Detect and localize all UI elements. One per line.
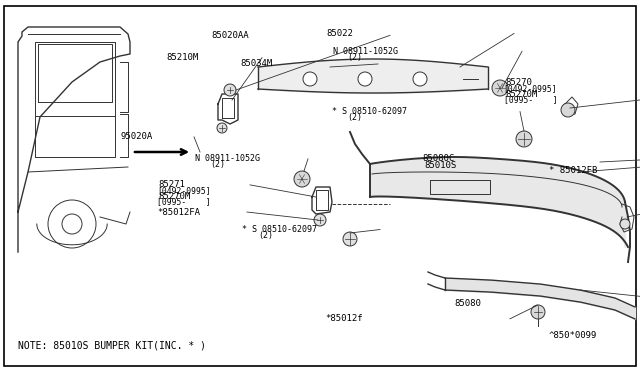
Circle shape	[531, 305, 545, 319]
Text: 85080: 85080	[454, 299, 481, 308]
Text: 85080C: 85080C	[422, 154, 454, 163]
Text: [0492-0995]: [0492-0995]	[504, 84, 557, 93]
Text: 85010S: 85010S	[424, 161, 456, 170]
Text: (2): (2)	[348, 113, 362, 122]
Circle shape	[303, 72, 317, 86]
Text: [0492-0995]: [0492-0995]	[157, 186, 211, 195]
Text: 85034M: 85034M	[240, 60, 272, 68]
Text: 95020A: 95020A	[120, 132, 152, 141]
Text: N 08911-1052G: N 08911-1052G	[195, 154, 260, 163]
Circle shape	[343, 232, 357, 246]
Text: ^850*0099: ^850*0099	[549, 331, 598, 340]
Text: *85012f: *85012f	[325, 314, 363, 323]
Text: *85012FA: *85012FA	[157, 208, 200, 217]
Text: N 08911-1052G: N 08911-1052G	[333, 47, 398, 56]
Text: 85270: 85270	[506, 78, 532, 87]
Text: (2): (2)	[210, 160, 225, 169]
Text: (2): (2)	[258, 231, 273, 240]
Circle shape	[516, 131, 532, 147]
Text: 85270M: 85270M	[506, 90, 538, 99]
Circle shape	[358, 72, 372, 86]
Text: 85020AA: 85020AA	[211, 31, 249, 40]
Text: 85271: 85271	[159, 180, 186, 189]
Text: (2): (2)	[348, 53, 362, 62]
Circle shape	[314, 214, 326, 226]
Text: NOTE: 85010S BUMPER KIT(INC. * ): NOTE: 85010S BUMPER KIT(INC. * )	[18, 341, 206, 351]
Text: [0995-    ]: [0995- ]	[504, 96, 557, 105]
Text: * S 08510-62097: * S 08510-62097	[332, 107, 406, 116]
Circle shape	[492, 80, 508, 96]
Text: 85210M: 85210M	[166, 53, 198, 62]
Text: * S 08510-62097: * S 08510-62097	[242, 225, 317, 234]
Circle shape	[561, 103, 575, 117]
Circle shape	[620, 219, 630, 229]
Text: 85270M: 85270M	[159, 192, 191, 201]
Circle shape	[413, 72, 427, 86]
Text: [0995-    ]: [0995- ]	[157, 197, 211, 206]
Text: 85022: 85022	[326, 29, 353, 38]
Circle shape	[294, 171, 310, 187]
Circle shape	[224, 84, 236, 96]
Circle shape	[217, 123, 227, 133]
Text: * 85012FB: * 85012FB	[549, 166, 598, 174]
